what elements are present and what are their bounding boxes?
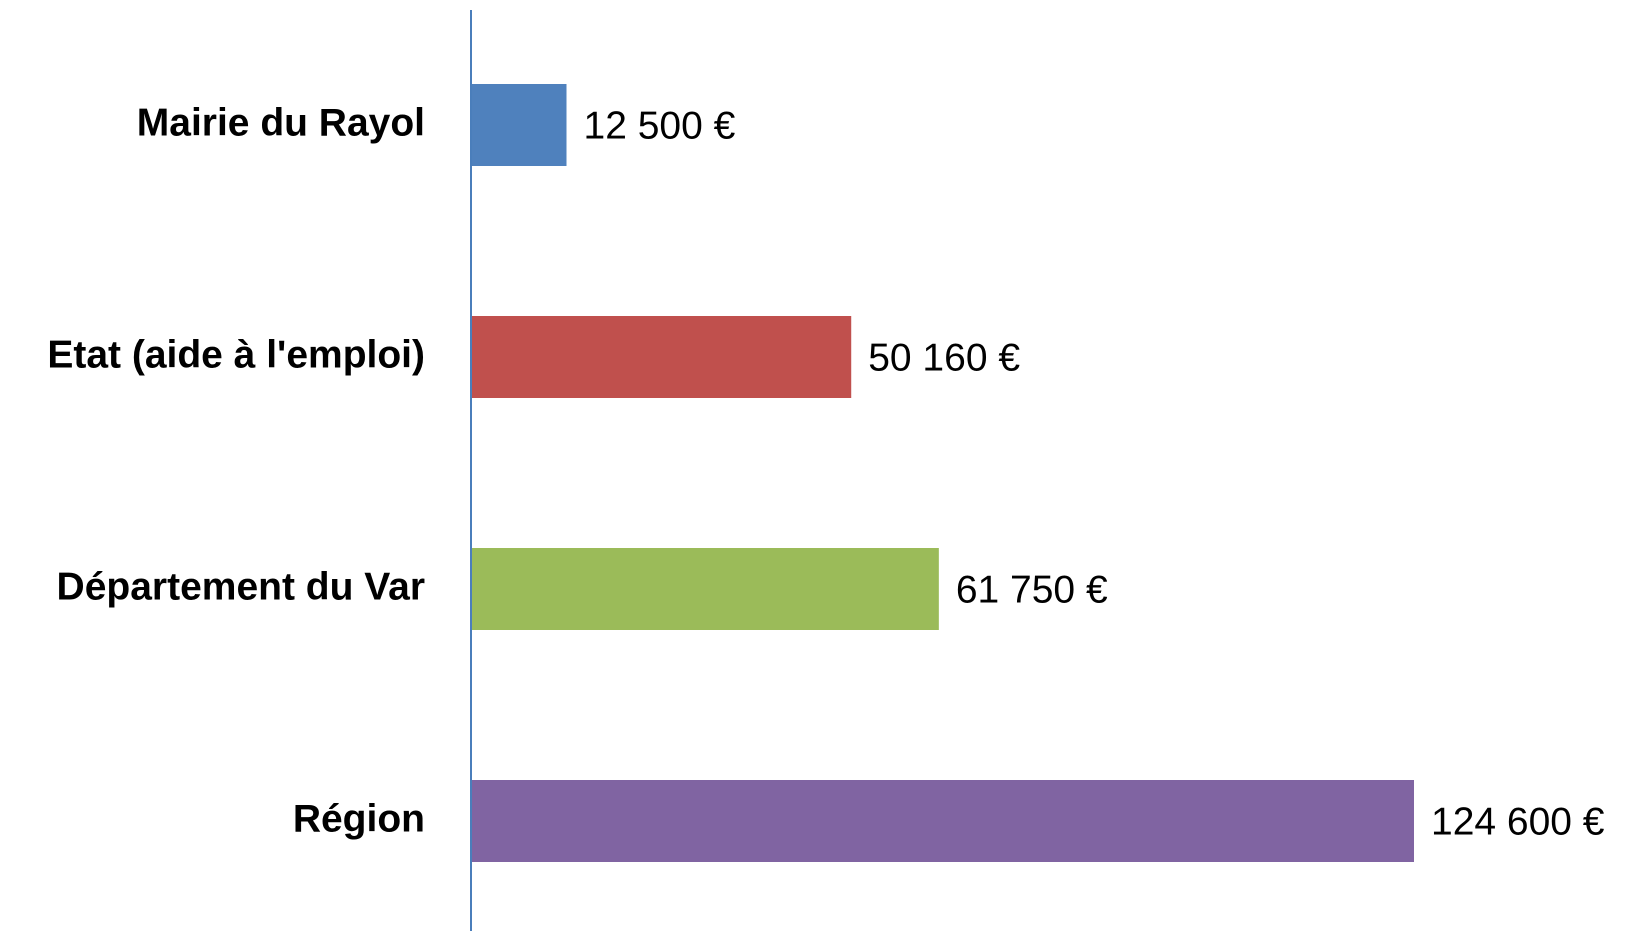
bar [472,780,1414,862]
category-label: Etat (aide à l'emploi) [47,333,425,376]
bar [472,548,939,630]
category-label: Département du Var [57,565,425,608]
data-label: 124 600 € [1431,800,1605,843]
data-label: 61 750 € [956,568,1108,611]
bar [472,316,852,398]
data-label: 12 500 € [584,104,736,147]
category-label: Région [293,797,425,840]
data-label: 50 160 € [868,336,1020,379]
bar [472,84,567,166]
category-label: Mairie du Rayol [137,101,425,144]
